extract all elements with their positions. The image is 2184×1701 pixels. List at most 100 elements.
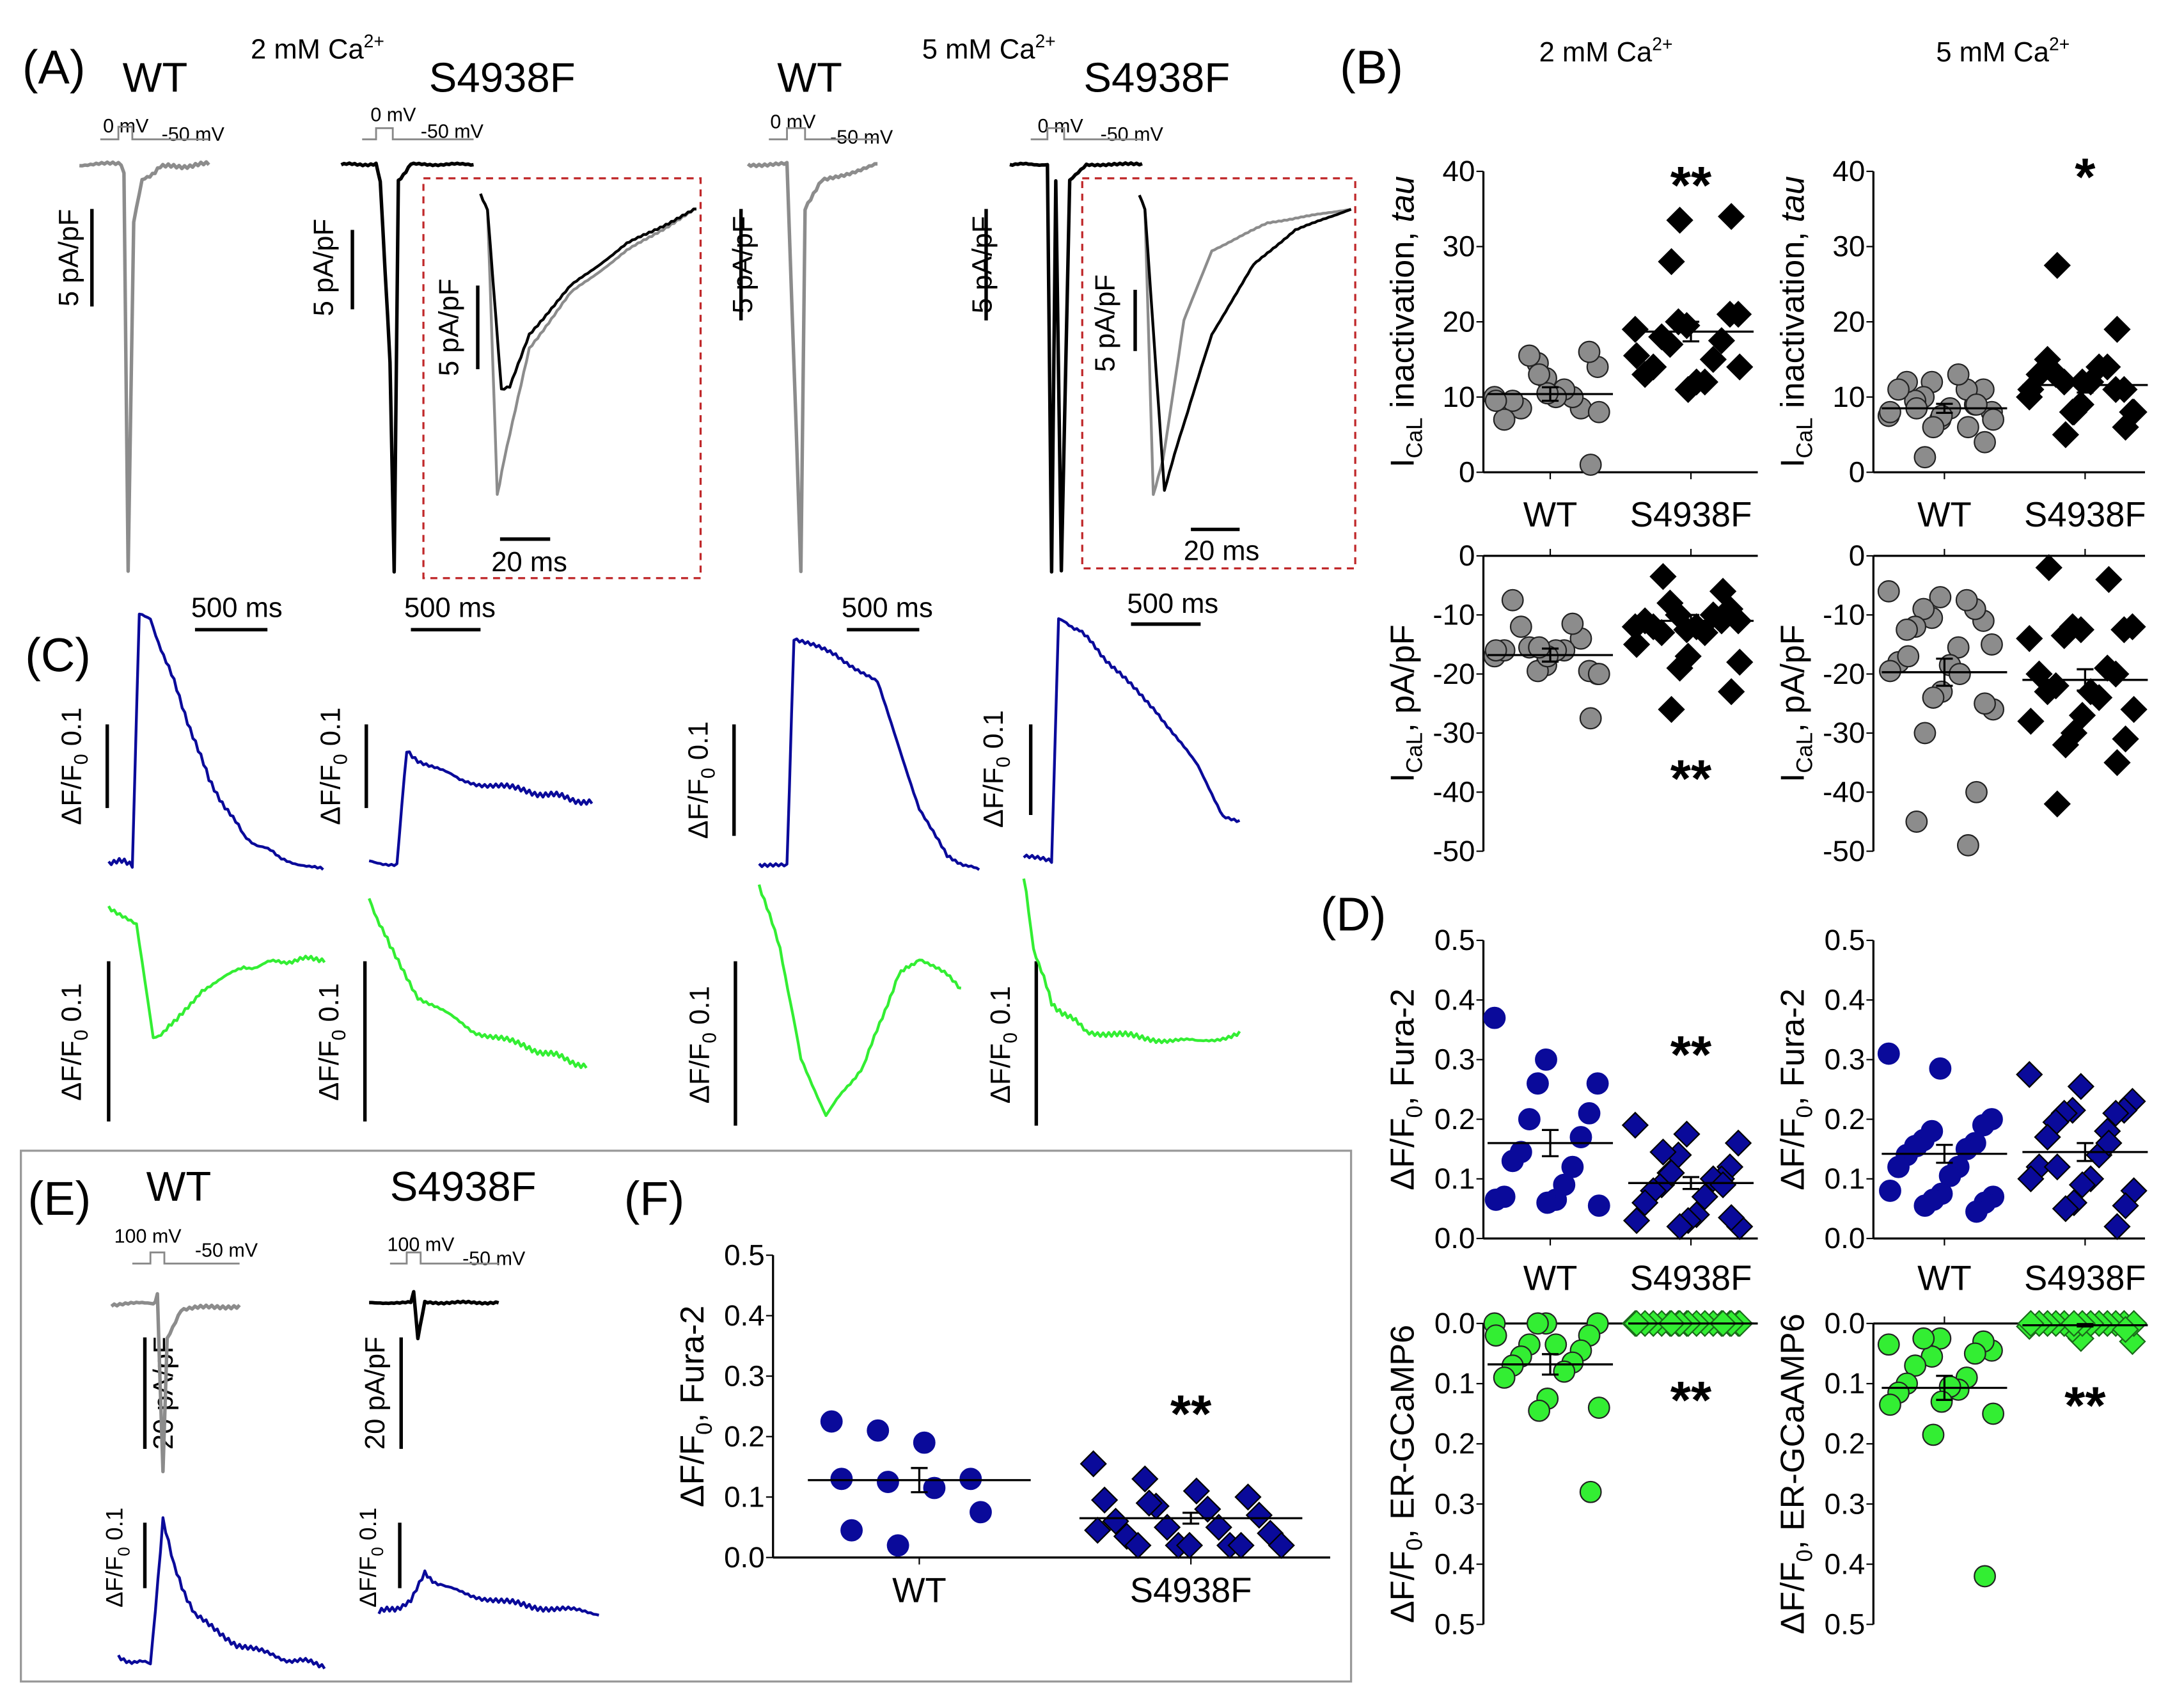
y-tick-label: 30 (1443, 230, 1475, 263)
data-point-mutant (2112, 1192, 2139, 1219)
scatter-panel-B-tau-5mM: 0 10 20 30 40 ICaL inactivation, tau WT S4938F * (1774, 147, 2148, 534)
y-tick-label: 30 (1832, 230, 1865, 263)
error-bar-wt (1541, 647, 1559, 663)
current-trace-mutant-5mm (1009, 161, 1143, 574)
scale-label-df: ΔF/F0 0.1 (354, 1507, 387, 1607)
panel-label-c: (C) (25, 629, 91, 682)
y-tick-label: 40 (1443, 155, 1475, 187)
data-point-wt (1484, 639, 1507, 662)
scale-label-df: ΔF/F0 0.1 (683, 722, 719, 839)
data-point-wt (1528, 1399, 1551, 1422)
scatter-panel-B-tau-2mM: 0 10 20 30 40 ICaL inactivation, tau WT S4938F *… (1385, 155, 1758, 534)
error-bar-wt (1541, 1128, 1559, 1158)
data-point-mutant (1621, 315, 1649, 343)
fura-trace-mutant-5mm (1023, 617, 1241, 864)
df-sub: 0 (1000, 1032, 1021, 1043)
error-bar-mutant (1682, 320, 1700, 343)
data-point-wt (1982, 408, 2005, 431)
fura-trace-wt-5mm (758, 637, 980, 871)
inset-trace-wt-5mm (1138, 194, 1352, 496)
data-point-mutant (1102, 1507, 1129, 1535)
data-point-wt (1912, 1327, 1935, 1350)
data-point-mutant (1691, 1183, 1718, 1210)
ylabel-main: I (1385, 459, 1422, 468)
data-point-mutant (1227, 1531, 1255, 1559)
inset-trace-wt-2mm (479, 193, 697, 496)
category-label: WT (1523, 1259, 1578, 1298)
header-e-wt: WT (146, 1163, 212, 1210)
y-tick-label: 0.3 (1825, 1043, 1866, 1076)
data-point-wt (886, 1534, 909, 1557)
data-point-wt (1956, 834, 1979, 857)
category-label: S4938F (2024, 1259, 2146, 1298)
y-tick-label: 10 (1443, 381, 1475, 413)
data-point-wt (1938, 1164, 1961, 1187)
protocol-label-100mv: 100 mV (114, 1226, 182, 1247)
data-point-wt (923, 1476, 946, 1499)
y-tick-label: 0.1 (1825, 1367, 1866, 1400)
y-axis-label: ICaL, pA/pF (1774, 624, 1817, 782)
data-point-wt (1904, 1354, 1927, 1377)
panel-label-e: (E) (28, 1172, 91, 1225)
df-sub: 0 (329, 754, 351, 764)
protocol-label-0mv: 0 mV (370, 104, 416, 125)
data-point-wt (1905, 1135, 1928, 1157)
error-bar-wt (1936, 1375, 1953, 1401)
scatter-panel-D-er-5mM: 0.00.10.20.30.40.5ΔF/F0, ER-GCaAMP6 ** (1774, 1307, 2148, 1640)
ylabel-rest: , Fura-2 (1774, 988, 1811, 1105)
data-point-wt (970, 1501, 992, 1524)
error-bar-mutant (1182, 1512, 1200, 1525)
data-point-wt (1948, 663, 1971, 686)
y-tick-label: 0 (1459, 455, 1475, 488)
data-point-wt (1913, 446, 1937, 469)
y-tick-label: -50 (1433, 835, 1475, 867)
data-point-wt (1896, 618, 1919, 641)
data-point-mutant (2103, 315, 2131, 343)
traces (79, 125, 1352, 1670)
scale-label-df: ΔF/F0 0.1 (101, 1507, 134, 1607)
error-bar-mutant (2077, 1142, 2094, 1162)
scale-label-current: 5 pA/pF (434, 279, 465, 376)
df-main: ΔF/F (986, 1043, 1016, 1104)
data-point-wt (1587, 1396, 1610, 1419)
data-point-mutant (2103, 748, 2131, 777)
current-trace-mutant-2mm (340, 161, 474, 574)
data-point-mutant (2112, 413, 2139, 441)
data-point-mutant (1718, 203, 1745, 230)
data-point-mutant (1084, 1517, 1112, 1544)
data-point-mutant (1724, 1129, 1752, 1157)
scatter-panel-D-fura-5mM: 0.00.10.20.30.40.5ΔF/F0, Fura-2WT S4938F (1774, 924, 2148, 1298)
data-point-wt (1569, 1126, 1592, 1148)
y-tick-label: 0.5 (724, 1238, 765, 1271)
current-trace-wt-5mm (746, 161, 878, 574)
df-main: ΔF/F (685, 1043, 716, 1104)
scale-label-current: 5 pA/pF (54, 209, 84, 306)
data-point-wt (1528, 636, 1551, 659)
data-point-wt (1965, 780, 1988, 803)
data-point-mutant (1658, 1159, 1685, 1187)
y-tick-label: 0.4 (1825, 1547, 1866, 1580)
data-point-mutant (2060, 399, 2088, 426)
significance-marker: ** (1670, 155, 1712, 215)
data-point-wt (1586, 1072, 1609, 1095)
y-tick-label: 0.0 (724, 1541, 765, 1574)
voltage-protocol (389, 1251, 499, 1265)
data-point-wt (1579, 1480, 1602, 1503)
data-point-mutant (2112, 725, 2139, 753)
data-point-mutant (1631, 1189, 1659, 1217)
scale-label-current: 5 pA/pF (1090, 274, 1120, 372)
panel-label-d: (D) (1321, 888, 1387, 941)
data-point-wt (1922, 416, 1945, 439)
df-sub: 0 (116, 1547, 134, 1556)
er-trace-wt-2mm (107, 905, 326, 1040)
y-tick-label: 0.0 (1825, 1222, 1866, 1254)
y-tick-label: -20 (1823, 658, 1865, 690)
scatter-panel-B-ICaL-2mM: -50 -40 -30 -20 -10 0 ICaL, pA/pF ** (1385, 539, 1758, 867)
data-point-mutant (2052, 731, 2080, 759)
data-point-mutant (1708, 327, 1736, 354)
data-point-mutant (2060, 1309, 2088, 1337)
data-point-wt (1483, 1006, 1506, 1029)
scale-label-time: 20 ms (491, 547, 567, 578)
significance-marker: ** (1670, 1370, 1712, 1430)
y-axis-label: ΔF/F0, Fura-2 (674, 1306, 717, 1508)
